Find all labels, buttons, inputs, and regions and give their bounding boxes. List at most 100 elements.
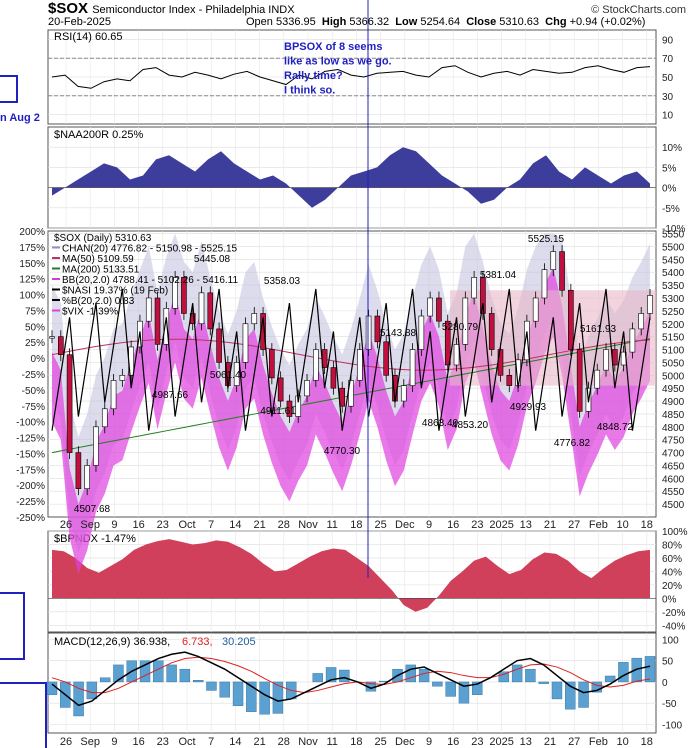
y-tick-label: 20%	[662, 581, 682, 592]
x-tick-label: 9	[426, 519, 432, 531]
candle	[568, 289, 574, 350]
y-tick-label: -20%	[662, 608, 685, 619]
x-tick-label: 2025	[489, 736, 513, 748]
candle	[356, 349, 363, 381]
macd-histogram-bar	[525, 668, 536, 683]
y-tick-label: 100	[662, 635, 679, 646]
candle	[488, 313, 495, 350]
price-label: 5381.04	[480, 270, 517, 281]
x-tick-label: 11	[326, 736, 337, 748]
candle	[269, 349, 275, 379]
chart-date: 20-Feb-2025	[48, 16, 111, 28]
macd-histogram-bar	[565, 681, 576, 710]
left-tick-label: 200%	[19, 227, 45, 238]
bollinger-band	[52, 267, 650, 574]
candle	[594, 369, 601, 389]
legend-label: $NASI 19.37% (19 Feb)	[62, 286, 168, 297]
low-value: 5254.64	[420, 16, 461, 28]
y-tick-label: 4700	[662, 449, 685, 460]
left-annotation: n Aug 2	[0, 112, 40, 124]
macd-histogram-bar	[418, 668, 430, 683]
y-tick-label: 90	[662, 35, 674, 46]
y-tick-label: 4850	[662, 410, 685, 421]
x-tick-label: 18	[350, 519, 362, 531]
candle	[233, 362, 240, 386]
candle	[242, 323, 249, 363]
macd-histogram-bar	[591, 681, 603, 693]
candle	[251, 313, 258, 325]
x-tick-label: Dec	[395, 736, 415, 748]
candle	[436, 297, 442, 322]
candle	[172, 277, 178, 309]
y-tick-label: 100%	[662, 527, 688, 538]
x-tick-label: 28	[278, 519, 290, 531]
x-tick-label: 26	[60, 736, 72, 748]
candle	[181, 277, 187, 314]
y-tick-label: 70	[662, 54, 674, 65]
macd-histogram-bar	[472, 681, 483, 695]
x-tick-label: 27	[568, 519, 580, 531]
macd-histogram-bar	[99, 677, 111, 683]
candle	[471, 277, 477, 299]
macd-histogram-bar	[259, 681, 270, 715]
left-tick-label: 150%	[19, 259, 45, 270]
y-tick-label: 4500	[662, 500, 685, 511]
macd-histogram-bar	[166, 664, 177, 683]
y-tick-label: 5050	[662, 358, 685, 369]
macd-histogram-bar	[578, 681, 589, 708]
x-tick-label: 16	[447, 736, 459, 748]
y-tick-label: 10	[662, 111, 674, 122]
x-tick-label: 9	[111, 736, 117, 748]
x-tick-label: 18	[641, 519, 653, 531]
price-label: 4929.93	[510, 402, 547, 413]
y-tick-label: 40%	[662, 567, 682, 578]
y-tick-label: 5550	[662, 230, 685, 241]
candle	[647, 295, 653, 314]
left-tick-label: 100%	[19, 291, 45, 302]
x-tick-label: 21	[544, 736, 556, 748]
left-marker-box	[0, 75, 18, 103]
macd-line	[51, 651, 651, 707]
price-label: 5061.40	[210, 370, 247, 381]
brand-label: © StockCharts.com	[591, 4, 686, 16]
chart-header: $SOX Semiconductor Index - Philadelphia …	[0, 0, 700, 30]
x-tick-label: Feb	[589, 736, 608, 748]
x-tick-label: Feb	[589, 519, 608, 531]
macd-histogram-bar	[458, 681, 470, 704]
x-tick-label: 13	[520, 736, 532, 748]
candle	[286, 400, 293, 417]
macd-histogram-bar	[511, 664, 523, 683]
candle	[49, 336, 55, 339]
x-tick-label: Oct	[178, 736, 195, 748]
y-tick-label: -40%	[662, 621, 685, 632]
candle	[427, 297, 433, 317]
ma50-line	[51, 338, 651, 371]
change-value: +0.94 (+0.02%)	[569, 16, 646, 28]
naa200r-area-title: $NAA200R 0.25%	[54, 129, 143, 141]
macd-histogram-bar	[139, 660, 151, 683]
rsi-line	[51, 65, 651, 89]
macd-histogram-bar	[618, 662, 629, 683]
candle	[480, 277, 486, 314]
bpndx-area	[52, 539, 650, 612]
y-tick-label: 0	[662, 678, 668, 689]
y-tick-label: -100	[662, 720, 682, 731]
x-tick-label: 23	[471, 519, 483, 531]
macd-histogram-bar	[272, 681, 284, 714]
macd-histogram-bar	[192, 680, 204, 683]
y-tick-label: 80%	[662, 540, 682, 551]
candle	[541, 269, 548, 299]
left-tick-label: -50%	[22, 386, 45, 397]
y-tick-label: 50	[662, 657, 674, 668]
y-tick-label: 5100	[662, 346, 685, 357]
x-tick-label: 9	[426, 736, 432, 748]
macd-histogram-bar	[73, 681, 84, 717]
candle	[638, 313, 645, 330]
annotation-note: like as low as we go.	[284, 56, 392, 68]
high-value: 5366.32	[349, 16, 390, 28]
x-tick-label: 13	[520, 519, 532, 531]
price-label: 5161.93	[580, 324, 617, 335]
x-tick-label: 23	[471, 736, 483, 748]
left-tick-label: -200%	[16, 481, 45, 492]
candle	[400, 385, 407, 402]
